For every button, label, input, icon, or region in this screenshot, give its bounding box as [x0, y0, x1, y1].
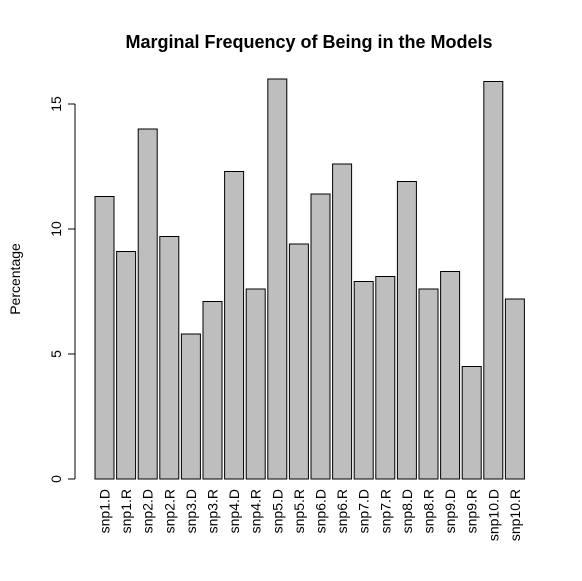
bar-snp1.D	[94, 196, 115, 480]
x-tick-label-snp2.D: snp2.D	[140, 489, 156, 533]
chart-title: Marginal Frequency of Being in the Model…	[125, 32, 492, 52]
x-tick-label-snp10.R: snp10.R	[507, 489, 523, 541]
y-axis: 0 5 10 15	[48, 96, 76, 483]
bars-group	[94, 78, 525, 480]
bar-snp10.D	[483, 81, 504, 480]
x-tick-label-snp5.D: snp5.D	[269, 489, 285, 533]
bar-snp8.R	[418, 288, 439, 480]
x-tick-label-snp9.D: snp9.D	[442, 489, 458, 533]
bar-snp4.R	[245, 288, 266, 480]
bar-snp6.D	[310, 193, 331, 480]
x-tick-label-snp6.R: snp6.R	[334, 489, 350, 533]
bar-snp9.R	[461, 366, 482, 480]
x-tick-label-snp7.D: snp7.D	[356, 489, 372, 533]
bar-snp1.R	[116, 251, 137, 480]
bar-snp5.D	[267, 78, 288, 480]
x-tick-label-snp3.D: snp3.D	[183, 489, 199, 533]
bar-snp10.R	[504, 298, 525, 480]
bar-snp5.R	[288, 243, 309, 480]
x-tick-label-snp3.R: snp3.R	[205, 489, 221, 533]
y-axis-label: Percentage	[7, 243, 23, 315]
bar-snp9.D	[440, 271, 461, 480]
x-tick-label-snp8.R: snp8.R	[421, 489, 437, 533]
x-tick-label-snp1.R: snp1.R	[118, 489, 134, 533]
x-tick-label-snp5.R: snp5.R	[291, 489, 307, 533]
y-tick-label-10: 10	[48, 221, 64, 237]
bar-snp2.R	[159, 236, 180, 480]
bar-snp7.R	[375, 276, 396, 480]
x-tick-label-snp1.D: snp1.D	[97, 489, 113, 533]
x-tick-label-snp9.R: snp9.R	[464, 489, 480, 533]
y-tick-label-5: 5	[48, 350, 64, 358]
x-tick-label-snp7.R: snp7.R	[377, 489, 393, 533]
x-tick-label-snp6.D: snp6.D	[313, 489, 329, 533]
bar-snp3.R	[202, 301, 223, 480]
bar-snp3.D	[180, 333, 201, 480]
x-tick-label-snp8.D: snp8.D	[399, 489, 415, 533]
x-tick-label-snp4.R: snp4.R	[248, 489, 264, 533]
bar-snp4.D	[224, 171, 245, 480]
bar-snp2.D	[137, 128, 158, 480]
x-tick-label-snp4.D: snp4.D	[226, 489, 242, 533]
x-tick-label-snp10.D: snp10.D	[485, 489, 501, 541]
bar-snp7.D	[353, 281, 374, 480]
y-tick-label-15: 15	[48, 96, 64, 112]
bar-snp6.R	[332, 163, 353, 480]
y-tick-label-0: 0	[48, 475, 64, 483]
x-tick-labels: snp1.D snp1.R snp2.D snp2.R snp3.D snp3.R snp4…	[97, 489, 523, 541]
x-tick-label-snp2.R: snp2.R	[161, 489, 177, 533]
bar-snp8.D	[396, 181, 417, 480]
